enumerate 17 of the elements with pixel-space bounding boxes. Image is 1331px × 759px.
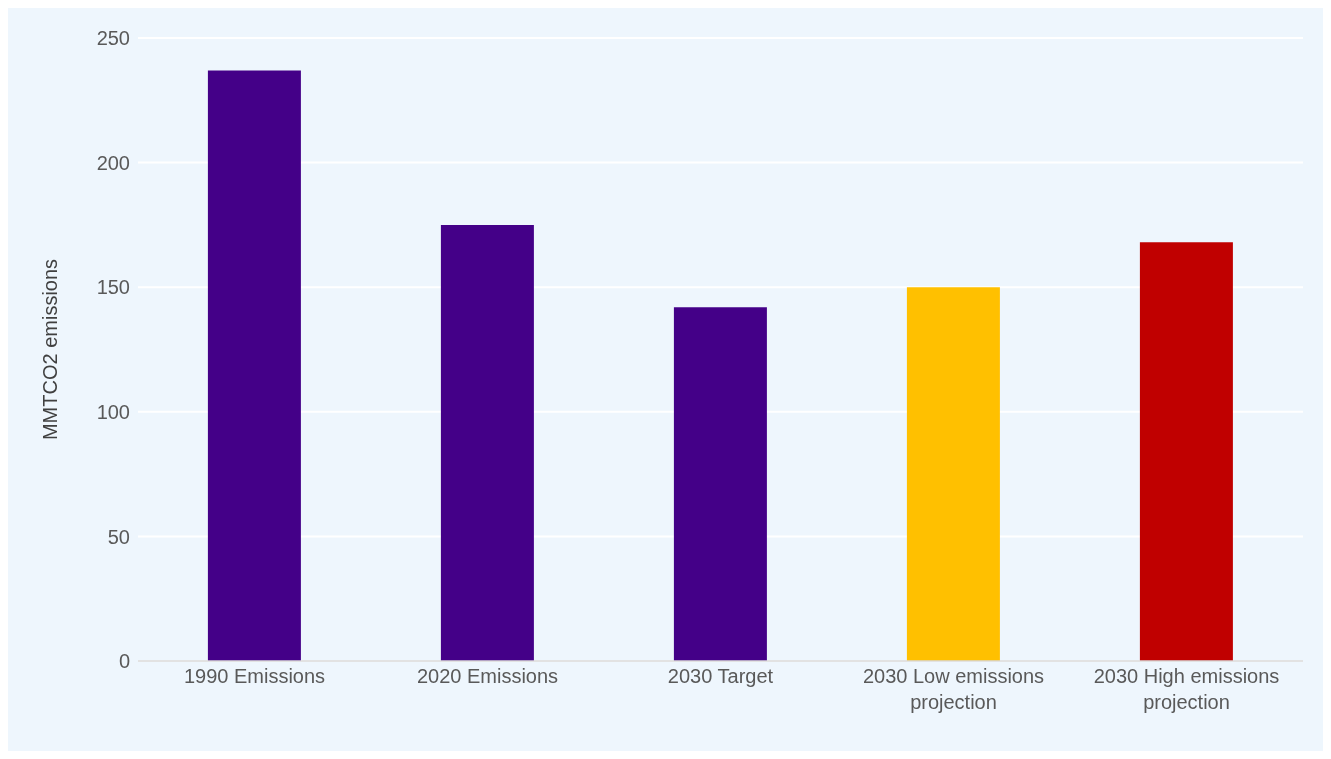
y-tick-label: 100 — [96, 400, 130, 423]
y-tick-label: 200 — [96, 151, 130, 174]
y-tick-label: 150 — [96, 276, 130, 299]
x-tick-label: 1990 Emissions — [183, 665, 326, 687]
y-tick-label: 50 — [107, 525, 130, 548]
bar — [207, 70, 301, 661]
bar — [673, 307, 767, 661]
bar — [906, 287, 1000, 661]
x-tick-label: 2030 Low emissions projection — [862, 665, 1045, 713]
x-tick-label: 2030 High emissions projection — [1093, 665, 1280, 713]
bar — [1139, 242, 1233, 661]
y-tick-label: 0 — [118, 650, 130, 673]
y-tick-label: 250 — [96, 27, 130, 50]
y-axis-title: MMTCO2 emissions — [39, 258, 62, 441]
x-tick-label: 2030 Target — [667, 665, 774, 687]
bar — [440, 224, 534, 661]
x-tick-label: 2020 Emissions — [416, 665, 559, 687]
